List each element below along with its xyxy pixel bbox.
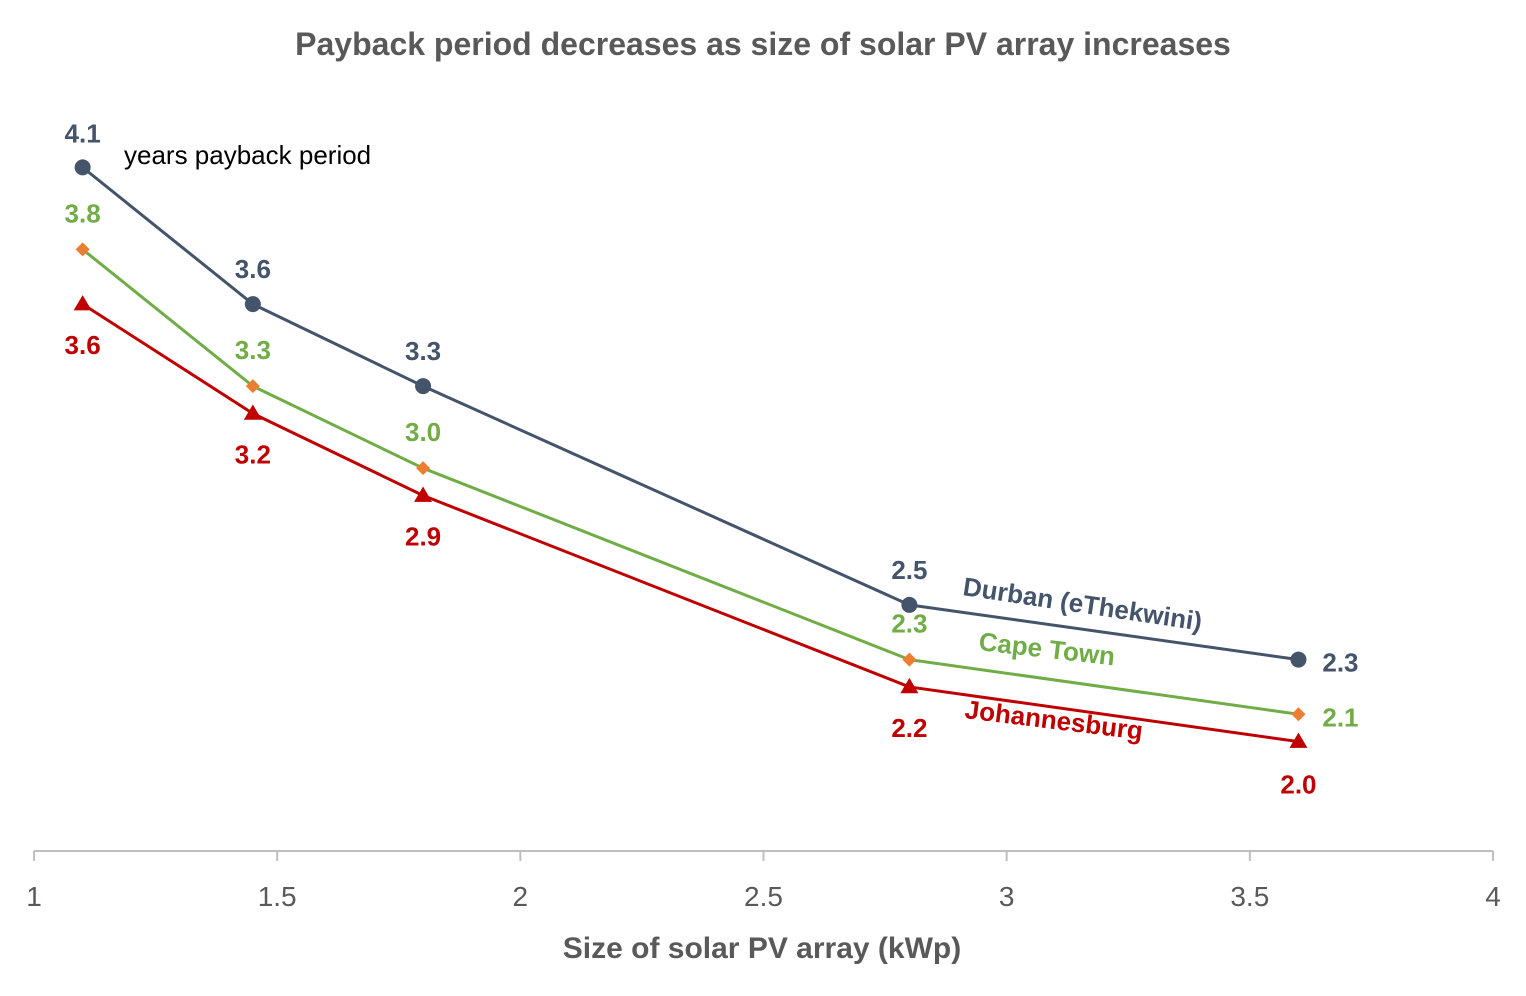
- data-point: [73, 295, 92, 311]
- x-axis-ticks: 1 1.5 2 2.5 3 3.5 4: [26, 851, 1501, 912]
- data-label: 4.1: [65, 118, 101, 148]
- data-label: 2.9: [405, 522, 441, 552]
- data-point: [416, 461, 431, 476]
- data-point: [74, 159, 91, 176]
- data-label: 2.3: [1322, 648, 1358, 678]
- series-layer: 4.1 3.6 3.3 2.5 2.3 3.8 3.3 3.0 2.3 2.1 3.6 3.2 2.9 2…: [65, 118, 1359, 799]
- data-label: 3.2: [235, 439, 271, 469]
- series-label-cape-town: Cape Town: [977, 626, 1116, 671]
- x-tick-label: 4: [1485, 881, 1501, 912]
- series-line-johannesburg: [81, 302, 1299, 744]
- series-cape-town: 3.8 3.3 3.0 2.3 2.1: [65, 198, 1359, 732]
- data-point: [415, 378, 432, 395]
- data-point: [1290, 651, 1307, 668]
- data-point: [1289, 732, 1308, 748]
- data-label: 2.0: [1280, 770, 1316, 800]
- data-label: 3.3: [235, 335, 271, 365]
- series-johannesburg: 3.6 3.2 2.9 2.2 2.0: [65, 295, 1317, 800]
- data-point: [244, 296, 261, 313]
- data-point: [243, 404, 262, 420]
- data-label: 3.6: [65, 330, 101, 360]
- data-label: 3.8: [65, 198, 101, 228]
- data-label: 3.3: [405, 336, 441, 366]
- x-tick-label: 3.5: [1230, 881, 1269, 912]
- x-tick-label: 2: [513, 881, 529, 912]
- data-label: 3.6: [235, 254, 271, 284]
- data-point: [1291, 707, 1306, 722]
- data-point: [75, 242, 90, 257]
- x-tick-label: 2.5: [744, 881, 783, 912]
- x-tick-label: 3: [999, 881, 1015, 912]
- series-durban-ethekwini: 4.1 3.6 3.3 2.5 2.3: [65, 118, 1359, 677]
- x-axis-label: Size of solar PV array (kWp): [563, 932, 961, 965]
- data-label: 2.1: [1322, 702, 1358, 732]
- data-point: [414, 486, 433, 502]
- data-label: 3.0: [405, 417, 441, 447]
- data-point: [902, 652, 917, 667]
- data-point: [900, 677, 919, 694]
- data-point: [245, 379, 260, 394]
- data-point: [901, 596, 918, 613]
- chart-title: Payback period decreases as size of sola…: [295, 26, 1231, 62]
- x-tick-label: 1.5: [258, 881, 297, 912]
- annotation-years-payback: years payback period: [124, 140, 371, 170]
- series-label-durban: Durban (eThekwini): [961, 571, 1204, 636]
- series-line-durban-ethekwini: [81, 166, 1299, 662]
- data-label: 2.5: [891, 555, 927, 585]
- series-label-johannesburg: Johannesburg: [963, 694, 1144, 746]
- x-tick-label: 1: [26, 881, 42, 912]
- data-label: 2.3: [891, 609, 927, 639]
- data-label: 2.2: [891, 713, 927, 743]
